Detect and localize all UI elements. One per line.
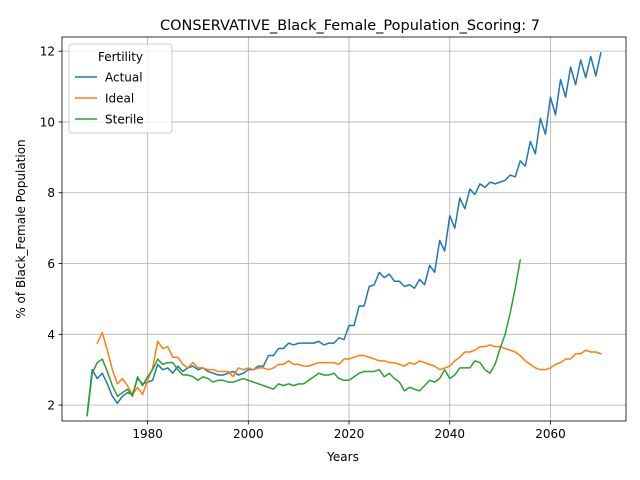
y-tick-label: 2 — [47, 399, 55, 413]
legend: Fertility Actual Ideal Sterile — [68, 43, 173, 134]
legend-title: Fertility — [98, 50, 143, 64]
y-axis: 2 4 6 8 10 12 — [40, 45, 62, 413]
y-tick-label: 8 — [47, 186, 55, 200]
legend-box — [68, 43, 173, 134]
series-line-actual — [86, 52, 602, 415]
series-group — [86, 52, 602, 417]
y-tick-label: 12 — [40, 45, 55, 59]
x-tick-label: 1980 — [132, 427, 163, 441]
chart-title: CONSERVATIVE_Black_Female_Population_Sco… — [160, 18, 540, 34]
series-line-ideal — [96, 331, 602, 396]
legend-label-sterile: Sterile — [105, 113, 144, 127]
plot-frame — [61, 36, 627, 422]
grid — [62, 37, 626, 421]
x-tick-label: 2060 — [535, 427, 566, 441]
y-axis-title: % of Black_Female Population — [14, 139, 28, 318]
x-tick-label: 2000 — [233, 427, 264, 441]
x-axis-title: Years — [326, 450, 359, 464]
y-tick-label: 10 — [40, 115, 55, 129]
x-tick-label: 2040 — [434, 427, 465, 441]
series-line-sterile — [86, 259, 522, 417]
legend-label-actual: Actual — [105, 71, 143, 85]
y-tick-label: 4 — [47, 328, 55, 342]
x-axis: 1980 2000 2020 2040 2060 — [132, 421, 566, 441]
x-tick-label: 2020 — [334, 427, 365, 441]
legend-label-ideal: Ideal — [105, 92, 134, 106]
y-tick-label: 6 — [47, 257, 55, 271]
